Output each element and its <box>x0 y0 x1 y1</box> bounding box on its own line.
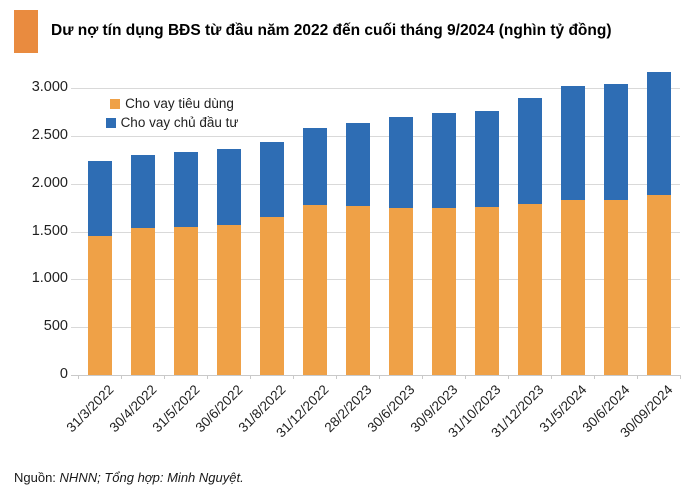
bar-segment-consumer <box>130 227 155 375</box>
y-tick-label: 1.500 <box>31 222 68 239</box>
bar-segment-developer <box>431 112 456 208</box>
bar-segment-consumer <box>345 205 370 375</box>
stacked-bar-chart: 0 500 1.000 1.500 2.000 2.500 3.000 31/3/2022 30… <box>0 60 686 440</box>
gridline <box>71 231 680 233</box>
x-axis-tick <box>465 375 466 379</box>
x-axis-tick <box>336 375 337 379</box>
y-tick-label: 500 <box>43 318 68 335</box>
bar-segment-consumer <box>87 236 112 375</box>
legend-item: Cho vay chủ đầu tư <box>80 115 264 130</box>
y-tick-label: 3.000 <box>31 79 68 95</box>
y-tick-label: 2.000 <box>31 174 68 191</box>
source-line: Nguồn: NHNN; Tổng hợp: Minh Nguyệt. <box>14 470 244 485</box>
legend-swatch-icon <box>110 98 121 109</box>
x-axis-tick <box>594 375 595 379</box>
legend-swatch-icon <box>105 117 116 128</box>
x-axis-tick <box>508 375 509 379</box>
x-axis-tick <box>637 375 638 379</box>
title-marker-icon <box>14 10 38 53</box>
gridline <box>71 327 680 329</box>
bar-segment-developer <box>603 84 628 200</box>
y-tick-label: 0 <box>59 366 68 382</box>
bar-segment-developer <box>560 86 585 200</box>
y-tick-label: 1.000 <box>31 270 68 287</box>
bar-segment-developer <box>130 154 155 228</box>
bar-segment-consumer <box>216 224 241 375</box>
x-axis-tick <box>78 375 79 379</box>
bar-segment-developer <box>87 160 112 237</box>
x-tick-label: 31/3/2022 <box>63 382 117 436</box>
chart-legend: Cho vay tiêu dùng Cho vay chủ đầu tư <box>80 96 264 130</box>
bar-segment-developer <box>646 71 671 196</box>
x-axis-tick <box>164 375 165 379</box>
bar-segment-consumer <box>474 206 499 375</box>
legend-label: Cho vay chủ đầu tư <box>120 115 239 130</box>
bar-segment-consumer <box>646 195 671 375</box>
bar-segment-consumer <box>302 204 327 375</box>
bar-segment-developer <box>345 123 370 206</box>
bar-segment-developer <box>517 97 542 204</box>
gridline <box>71 183 680 185</box>
x-axis-tick <box>422 375 423 379</box>
source-prefix: Nguồn: <box>14 470 60 485</box>
bar-segment-consumer <box>431 207 456 375</box>
bar-segment-developer <box>302 128 327 205</box>
chart-header: Dư nợ tín dụng BĐS từ đầu năm 2022 đến c… <box>14 10 674 53</box>
bar-segment-developer <box>474 110 499 207</box>
y-tick-label: 2.500 <box>31 126 68 143</box>
page-title: Dư nợ tín dụng BĐS từ đầu năm 2022 đến c… <box>51 22 612 40</box>
legend-item: Cho vay tiêu dùng <box>80 96 264 111</box>
x-axis-line <box>71 375 680 376</box>
x-axis-tick <box>379 375 380 379</box>
bar-segment-consumer <box>173 226 198 375</box>
legend-label: Cho vay tiêu dùng <box>125 96 234 111</box>
gridline <box>71 279 680 281</box>
bar-segment-developer <box>216 149 241 225</box>
gridline <box>71 88 680 89</box>
source-detail: NHNN; Tổng hợp: Minh Nguyệt. <box>59 470 244 485</box>
bar-segment-consumer <box>388 207 413 375</box>
bar-segment-developer <box>388 116 413 208</box>
bar-segment-developer <box>173 152 198 227</box>
x-axis-tick <box>551 375 552 379</box>
x-axis-tick <box>680 375 681 379</box>
bar-segment-consumer <box>259 217 284 375</box>
x-axis-tick <box>207 375 208 379</box>
gridline <box>71 135 680 137</box>
bar-segment-consumer <box>603 199 628 375</box>
bar-segment-developer <box>259 141 284 218</box>
bar-segment-consumer <box>517 203 542 375</box>
x-axis-tick <box>293 375 294 379</box>
bar-segment-consumer <box>560 199 585 375</box>
x-axis-tick <box>250 375 251 379</box>
x-axis-tick <box>121 375 122 379</box>
